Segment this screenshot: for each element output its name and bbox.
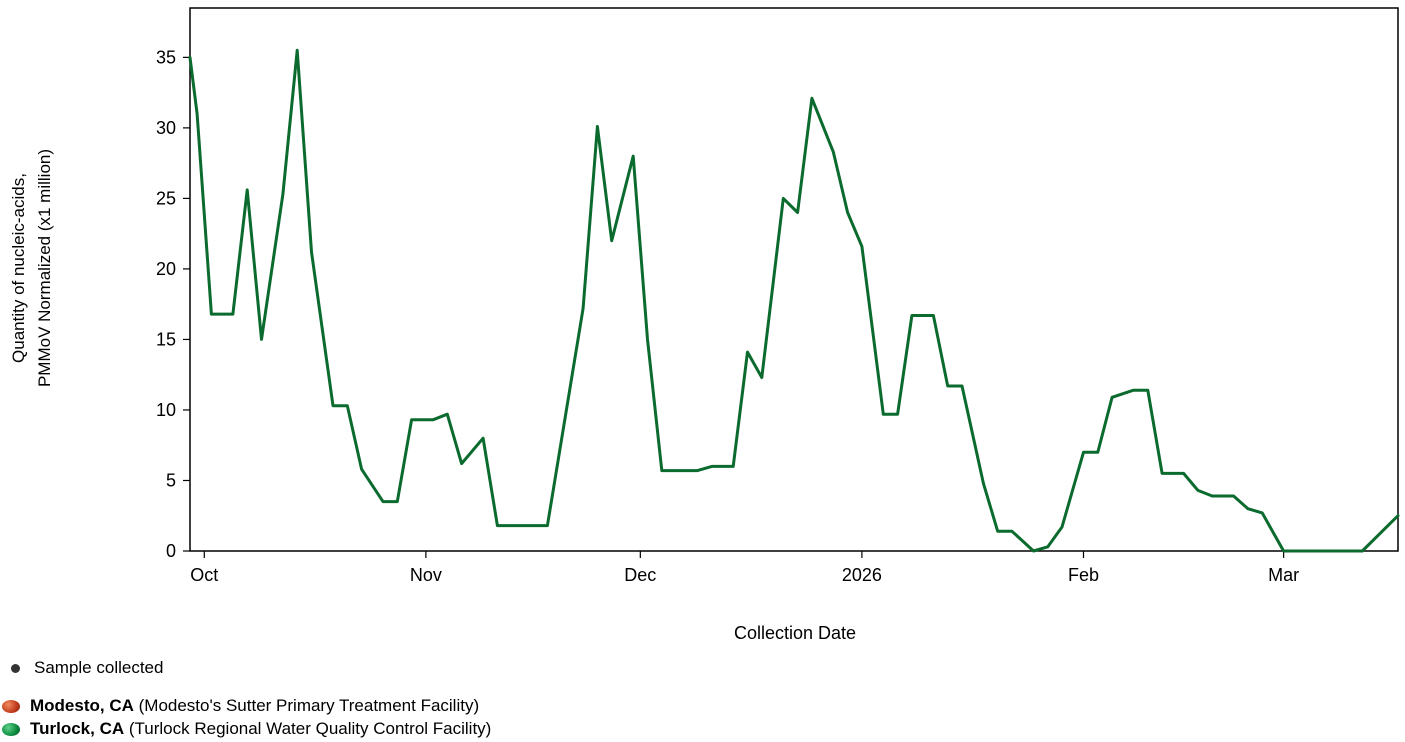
- x-tick-label: Feb: [1068, 565, 1099, 585]
- turlock-dot-icon: [2, 723, 20, 737]
- legend-site-modesto[interactable]: Modesto, CA (Modesto's Sutter Primary Tr…: [0, 696, 479, 716]
- y-tick-label: 5: [166, 470, 176, 490]
- series-line[interactable]: [188, 48, 1400, 553]
- y-tick-label: 20: [156, 259, 176, 279]
- y-tick-label: 0: [166, 541, 176, 561]
- y-axis-label-line-2: PMMoV Normalized (x1 million): [35, 149, 54, 387]
- x-tick-label: Dec: [624, 565, 656, 585]
- y-tick-label: 10: [156, 400, 176, 420]
- x-tick-label: Oct: [190, 565, 218, 585]
- y-axis-label-line-1: Quantity of nucleic-acids,: [9, 173, 28, 363]
- y-axis: 0 5 10 15 20 25 30 35: [156, 47, 190, 561]
- legend-site-turlock[interactable]: Turlock, CA (Turlock Regional Water Qual…: [0, 719, 491, 739]
- y-tick-label: 15: [156, 329, 176, 349]
- y-tick-label: 35: [156, 47, 176, 67]
- plot-frame: [189, 7, 1399, 552]
- legend-sample-row: Sample collected: [0, 658, 163, 678]
- x-tick-label: 2026: [842, 565, 882, 585]
- y-tick-label: 25: [156, 188, 176, 208]
- x-tick-label: Mar: [1268, 565, 1299, 585]
- x-axis: Oct Nov Dec 2026 Feb Mar: [190, 551, 1299, 585]
- modesto-dot-icon: [2, 700, 20, 714]
- site-detail: (Modesto's Sutter Primary Treatment Faci…: [138, 696, 480, 715]
- sample-label: Sample collected: [34, 658, 164, 677]
- x-axis-label: Collection Date: [734, 623, 856, 643]
- site-name: Turlock, CA: [30, 719, 125, 738]
- site-detail: (Turlock Regional Water Quality Control …: [128, 719, 492, 738]
- site-name: Modesto, CA: [30, 696, 134, 715]
- sample-dot-icon: [11, 664, 20, 674]
- x-tick-label: Nov: [410, 565, 442, 585]
- line-chart: 0 5 10 15 20 25 30 35 Oct Nov Dec 2026 Feb Mar Quant…: [9, 7, 1400, 643]
- series-layer: [188, 48, 1400, 553]
- y-tick-label: 30: [156, 118, 176, 138]
